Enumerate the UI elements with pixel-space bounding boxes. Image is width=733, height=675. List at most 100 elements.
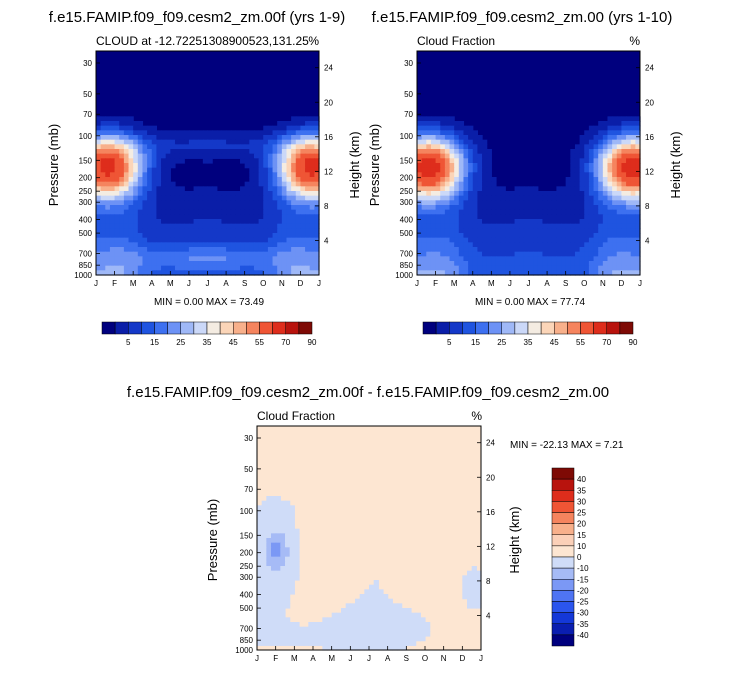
heatmap-cell: [119, 167, 125, 173]
heatmap-cell: [551, 209, 557, 215]
heatmap-cell: [440, 139, 446, 145]
heatmap-cell: [266, 580, 272, 586]
heatmap-cell: [556, 251, 562, 257]
heatmap-cell: [313, 626, 319, 632]
heatmap-cell: [309, 256, 315, 262]
heatmap-cell: [170, 228, 176, 234]
heatmap-cell: [266, 631, 272, 637]
heatmap-cell: [235, 200, 241, 206]
heatmap-cell: [202, 195, 209, 201]
heatmap-cell: [308, 631, 314, 637]
heatmap-cell: [161, 242, 167, 248]
heatmap-cell: [309, 228, 315, 234]
heatmap-cell: [165, 209, 171, 215]
heatmap-cell: [322, 640, 328, 646]
heatmap-cell: [454, 237, 460, 243]
heatmap-cell: [151, 163, 157, 169]
heatmap-cell: [240, 209, 246, 215]
heatmap-cell: [542, 270, 548, 276]
heatmap-cell: [401, 622, 407, 628]
heatmap-cell: [240, 233, 246, 239]
heatmap-cell: [291, 205, 297, 211]
heatmap-cell: [482, 205, 488, 211]
heatmap-cell: [570, 270, 576, 276]
heatmap-cell: [133, 144, 139, 150]
heatmap-cell: [486, 242, 492, 248]
colorbar-label: 70: [602, 338, 611, 347]
heatmap-cell: [314, 219, 320, 225]
heatmap-cell: [602, 205, 609, 211]
heatmap-cell: [486, 195, 492, 201]
heatmap-cell: [123, 214, 130, 220]
heatmap-cell: [258, 172, 264, 178]
heatmap-cell: [519, 265, 525, 271]
heatmap-cell: [551, 256, 557, 262]
panel2-title: f.e15.FAMIP.f09_f09.cesm2_zm.00 (yrs 1-1…: [372, 9, 673, 26]
heatmap-cell: [430, 200, 437, 206]
x-tick-label: J: [187, 279, 191, 288]
heatmap-cell: [263, 228, 269, 234]
heatmap-cell: [426, 139, 432, 145]
heatmap-cell: [285, 622, 291, 628]
heatmap-cell: [266, 510, 272, 516]
heatmap-cell: [435, 237, 441, 243]
heatmap-cell: [458, 130, 465, 136]
heatmap-cell: [258, 139, 264, 145]
heatmap-cell: [626, 172, 632, 178]
heatmap-cell: [119, 158, 125, 164]
heatmap-cell: [383, 612, 389, 618]
heatmap-cell: [257, 552, 263, 558]
heatmap-cell: [626, 139, 632, 145]
colorbar-label: -30: [577, 609, 589, 618]
heatmap-cell: [392, 645, 398, 651]
heatmap-cell: [523, 214, 530, 220]
heatmap-cell: [322, 617, 328, 623]
heatmap-cell: [295, 158, 302, 164]
heatmap-cell: [574, 247, 581, 253]
heatmap-cell: [275, 505, 281, 511]
heatmap-cell: [119, 144, 125, 150]
heatmap-cell: [463, 125, 469, 131]
heatmap-cell: [174, 247, 181, 253]
heatmap-cell: [444, 116, 451, 122]
heatmap-cell: [533, 186, 539, 192]
heatmap-cell: [305, 116, 311, 122]
heatmap-cell: [249, 233, 255, 239]
heatmap-cell: [598, 158, 604, 164]
heatmap-cell: [263, 256, 269, 262]
heatmap-cell: [449, 233, 455, 239]
heatmap-cell: [383, 622, 389, 628]
heatmap-cell: [491, 242, 497, 248]
heatmap-cell: [519, 237, 525, 243]
heatmap-cell: [277, 209, 283, 215]
heatmap-cell: [411, 640, 417, 646]
colorbar-swatch: [619, 321, 634, 335]
heatmap-cell: [123, 153, 130, 159]
heatmap-cell: [257, 636, 263, 642]
x-tick-label: A: [470, 279, 476, 288]
heatmap-cell: [96, 163, 102, 169]
heatmap-cell: [289, 640, 295, 646]
heatmap-cell: [261, 608, 267, 614]
heatmap-cell: [491, 237, 497, 243]
heatmap-cell: [449, 181, 455, 187]
heatmap-cell: [305, 265, 311, 271]
heatmap-cell: [421, 237, 427, 243]
heatmap-cell: [420, 622, 426, 628]
heatmap-cell: [570, 167, 576, 173]
heatmap-cell: [468, 251, 474, 257]
heatmap-cell: [449, 251, 455, 257]
heatmap-cell: [272, 191, 278, 197]
heatmap-cell: [114, 149, 120, 155]
heatmap-cell: [528, 195, 534, 201]
heatmap-cell: [161, 135, 167, 141]
x-tick-label: J: [367, 654, 371, 663]
heatmap-cell: [137, 251, 144, 257]
heatmap-cell: [147, 256, 153, 262]
heatmap-cell: [123, 130, 130, 136]
heatmap-cell: [253, 228, 260, 234]
heatmap-cell: [137, 205, 144, 211]
heatmap-cell: [454, 223, 460, 229]
heatmap-cell: [128, 130, 134, 136]
heatmap-cell: [616, 181, 623, 187]
